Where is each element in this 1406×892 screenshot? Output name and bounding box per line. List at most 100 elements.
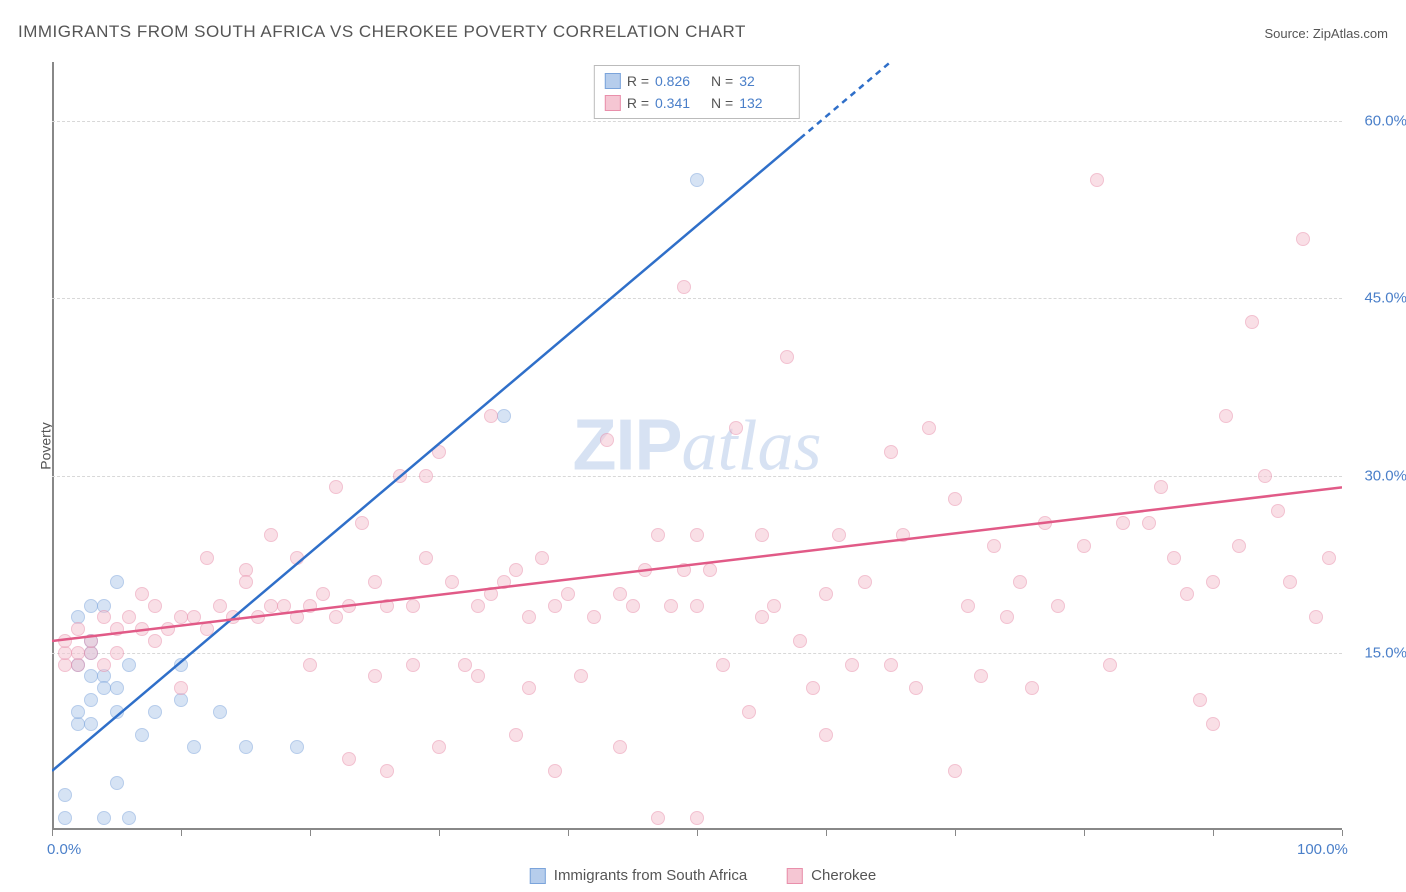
- scatter-point-cherokee: [690, 811, 704, 825]
- scatter-point-cherokee: [200, 551, 214, 565]
- xtick: [310, 830, 311, 836]
- scatter-point-cherokee: [664, 599, 678, 613]
- scatter-point-cherokee: [97, 610, 111, 624]
- ytick-label: 30.0%: [1364, 467, 1406, 484]
- scatter-point-cherokee: [884, 445, 898, 459]
- scatter-point-cherokee: [1206, 717, 1220, 731]
- scatter-point-cherokee: [471, 669, 485, 683]
- scatter-point-cherokee: [535, 551, 549, 565]
- scatter-point-cherokee: [626, 599, 640, 613]
- scatter-point-cherokee: [742, 705, 756, 719]
- scatter-point-cherokee: [135, 587, 149, 601]
- legend-label-sa: Immigrants from South Africa: [554, 867, 747, 884]
- xtick-label: 0.0%: [47, 841, 81, 858]
- xtick: [1084, 830, 1085, 836]
- scatter-point-cherokee: [458, 658, 472, 672]
- scatter-point-cherokee: [651, 528, 665, 542]
- scatter-point-cherokee: [393, 469, 407, 483]
- r-value-cherokee: 0.341: [655, 92, 705, 114]
- scatter-point-sa: [84, 599, 98, 613]
- scatter-point-cherokee: [909, 681, 923, 695]
- scatter-point-cherokee: [677, 563, 691, 577]
- scatter-point-cherokee: [110, 646, 124, 660]
- scatter-point-cherokee: [264, 599, 278, 613]
- scatter-point-sa: [110, 705, 124, 719]
- scatter-point-cherokee: [987, 539, 1001, 553]
- scatter-point-cherokee: [1051, 599, 1065, 613]
- scatter-point-cherokee: [1258, 469, 1272, 483]
- scatter-point-cherokee: [574, 669, 588, 683]
- scatter-point-cherokee: [522, 681, 536, 695]
- source-prefix: Source:: [1264, 26, 1312, 41]
- scatter-point-sa: [110, 681, 124, 695]
- scatter-point-cherokee: [561, 587, 575, 601]
- scatter-point-cherokee: [1167, 551, 1181, 565]
- r-label: R =: [627, 92, 649, 114]
- ytick-label: 45.0%: [1364, 290, 1406, 307]
- xtick: [1342, 830, 1343, 836]
- scatter-point-sa: [122, 658, 136, 672]
- scatter-point-sa: [110, 575, 124, 589]
- scatter-point-cherokee: [148, 599, 162, 613]
- scatter-point-cherokee: [961, 599, 975, 613]
- scatter-point-sa: [239, 740, 253, 754]
- xtick-label: 100.0%: [1297, 841, 1348, 858]
- scatter-point-cherokee: [793, 634, 807, 648]
- scatter-point-cherokee: [767, 599, 781, 613]
- scatter-point-cherokee: [1154, 480, 1168, 494]
- scatter-point-sa: [84, 693, 98, 707]
- scatter-point-cherokee: [755, 528, 769, 542]
- correlation-row-cherokee: R = 0.341 N = 132: [605, 92, 789, 114]
- scatter-point-cherokee: [432, 740, 446, 754]
- scatter-point-cherokee: [948, 764, 962, 778]
- legend-swatch-sa: [530, 868, 546, 884]
- scatter-point-cherokee: [780, 350, 794, 364]
- xtick: [52, 830, 53, 836]
- scatter-point-cherokee: [1219, 409, 1233, 423]
- r-value-sa: 0.826: [655, 70, 705, 92]
- scatter-point-cherokee: [974, 669, 988, 683]
- scatter-point-cherokee: [368, 669, 382, 683]
- gridline-h: [52, 476, 1342, 477]
- scatter-point-cherokee: [806, 681, 820, 695]
- source-attribution: Source: ZipAtlas.com: [1264, 26, 1388, 41]
- xtick: [568, 830, 569, 836]
- scatter-point-cherokee: [600, 433, 614, 447]
- scatter-point-cherokee: [1180, 587, 1194, 601]
- legend-item-sa: Immigrants from South Africa: [530, 867, 747, 884]
- scatter-point-sa: [122, 811, 136, 825]
- scatter-point-cherokee: [419, 551, 433, 565]
- scatter-point-cherokee: [587, 610, 601, 624]
- scatter-point-sa: [71, 705, 85, 719]
- scatter-point-cherokee: [97, 658, 111, 672]
- scatter-point-cherokee: [213, 599, 227, 613]
- scatter-point-cherokee: [509, 728, 523, 742]
- scatter-point-cherokee: [1232, 539, 1246, 553]
- scatter-point-cherokee: [1077, 539, 1091, 553]
- xtick: [826, 830, 827, 836]
- scatter-point-cherokee: [380, 599, 394, 613]
- scatter-point-cherokee: [406, 658, 420, 672]
- scatter-point-cherokee: [290, 551, 304, 565]
- scatter-point-cherokee: [445, 575, 459, 589]
- scatter-point-sa: [148, 705, 162, 719]
- scatter-point-cherokee: [432, 445, 446, 459]
- scatter-point-cherokee: [251, 610, 265, 624]
- scatter-point-cherokee: [922, 421, 936, 435]
- scatter-point-cherokee: [122, 610, 136, 624]
- scatter-point-cherokee: [819, 728, 833, 742]
- legend-label-cherokee: Cherokee: [811, 867, 876, 884]
- swatch-sa: [605, 73, 621, 89]
- scatter-point-cherokee: [303, 658, 317, 672]
- scatter-point-cherokee: [690, 599, 704, 613]
- scatter-point-sa: [58, 811, 72, 825]
- n-value-sa: 32: [739, 70, 789, 92]
- scatter-point-cherokee: [1000, 610, 1014, 624]
- scatter-point-cherokee: [548, 599, 562, 613]
- ytick-label: 60.0%: [1364, 113, 1406, 130]
- gridline-h: [52, 121, 1342, 122]
- scatter-point-cherokee: [1116, 516, 1130, 530]
- scatter-point-cherokee: [716, 658, 730, 672]
- scatter-point-sa: [690, 173, 704, 187]
- scatter-point-sa: [58, 788, 72, 802]
